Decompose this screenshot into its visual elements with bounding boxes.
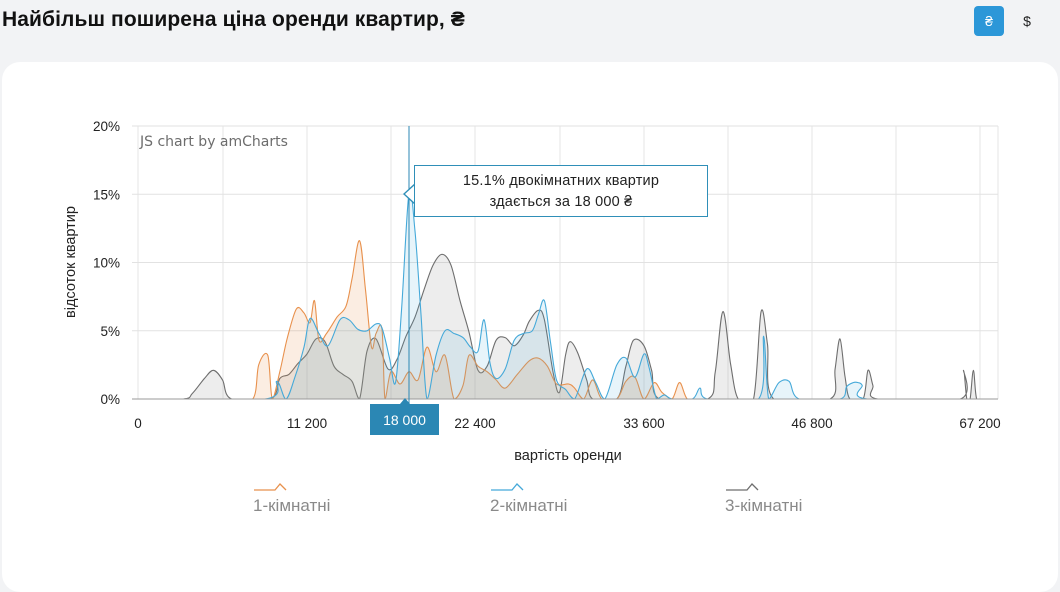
tooltip-line-2: здається за 18 000 ₴ (489, 194, 633, 210)
x-tick-label: 0 (134, 416, 142, 431)
legend-marker-3-room-icon (726, 483, 759, 491)
series-3-room-area (138, 254, 984, 399)
y-tick-label: 10% (93, 256, 120, 271)
x-tick-label: 67 200 (959, 416, 1000, 431)
y-tick-label: 15% (93, 187, 120, 202)
legend-marker-1-room-icon (254, 483, 287, 491)
legend-item-1-room[interactable]: 1-кімнатні (253, 482, 330, 516)
legend-item-2-room[interactable]: 2-кімнатні (490, 482, 567, 516)
series-2-room-area (138, 189, 984, 399)
y-tick-label: 0% (100, 392, 120, 407)
series-1-room-area (138, 240, 984, 399)
x-tick-label: 33 600 (623, 416, 664, 431)
tooltip-line-1: 15.1% двокімнатних квартир (462, 173, 660, 189)
chart-credit: JS chart by amCharts (139, 134, 288, 150)
currency-usd-button[interactable]: $ (1023, 13, 1031, 29)
cursor-x-label: 18 000 (370, 398, 439, 435)
legend-label: 1-кімнатні (253, 496, 331, 515)
page-title: Найбільш поширена ціна оренди квартир, ₴ (2, 8, 465, 31)
cursor-tooltip: 15.1% двокімнатних квартир здається за 1… (414, 165, 708, 217)
legend-label: 3-кімнатні (725, 496, 803, 515)
legend-label: 2-кімнатні (490, 496, 568, 515)
chart-card (2, 62, 1058, 592)
x-tick-label: 22 400 (454, 416, 495, 431)
currency-uah-button[interactable]: ₴ (974, 6, 1004, 36)
legend-item-3-room[interactable]: 3-кімнатні (725, 482, 802, 516)
series-2-room-line (137, 189, 984, 400)
y-tick-label: 5% (100, 324, 120, 339)
series-1-room-line (137, 240, 984, 400)
legend-marker-2-room-icon (491, 483, 524, 491)
y-tick-label: 20% (93, 119, 120, 134)
y-axis-title: відсоток квартир (63, 206, 79, 318)
x-tick-label: 11 200 (287, 416, 327, 431)
x-tick-label: 46 800 (791, 416, 832, 431)
x-axis-title: вартість оренди (514, 448, 621, 464)
tooltip-pointer (403, 183, 416, 205)
currency-toggle: ₴ $ (974, 6, 1042, 36)
